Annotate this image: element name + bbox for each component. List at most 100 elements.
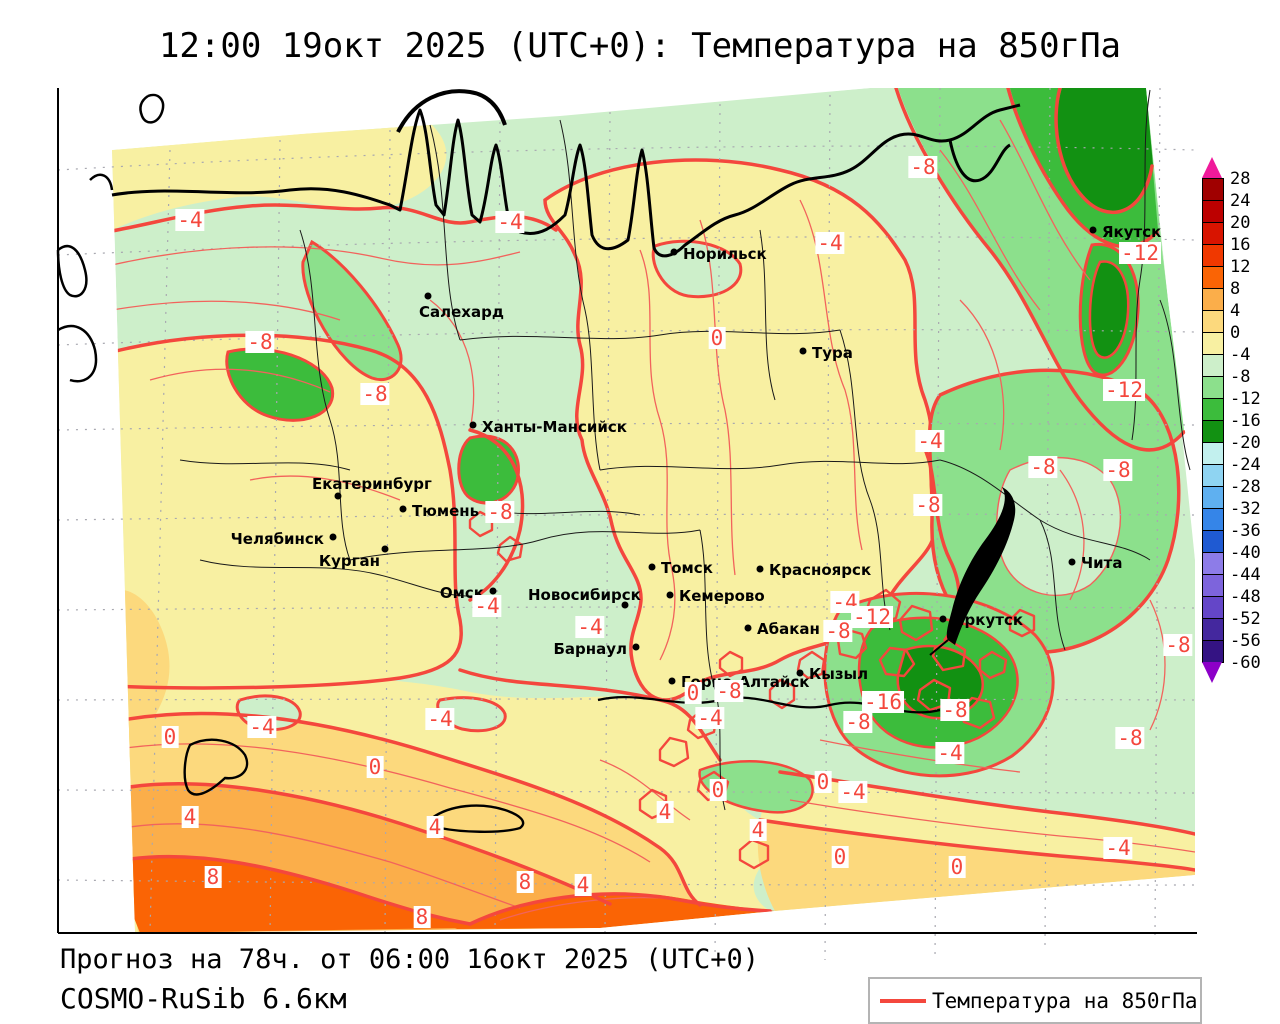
colorbar-tick-label: -28: [1230, 477, 1261, 497]
forecast-info-line: Прогноз на 78ч. от 06:00 16окт 2025 (UTC…: [60, 944, 759, 975]
colorbar-segment: [1203, 465, 1223, 487]
colorbar-segment: [1203, 553, 1223, 575]
contour-value-label: -8: [1103, 458, 1133, 482]
contour-value-label: -8: [913, 493, 943, 517]
city-dot: [668, 677, 676, 685]
legend-box: Температура на 850гПа: [868, 977, 1202, 1024]
city-marker: Тура: [799, 344, 853, 362]
colorbar-segment: [1203, 377, 1223, 399]
colorbar-segment: [1203, 641, 1223, 662]
city-marker: Красноярск: [756, 561, 871, 579]
contour-value-label: -12: [851, 605, 893, 629]
colorbar-tick-label: -44: [1230, 565, 1261, 585]
contour-value-label: -12: [1119, 241, 1161, 265]
contour-value-label: -4: [247, 715, 277, 739]
contour-value-label: -8: [1163, 633, 1193, 657]
contour-value-label: 4: [574, 873, 592, 897]
colorbar-tick-label: 8: [1230, 279, 1241, 299]
city-label: Томск: [661, 559, 713, 577]
city-dot: [648, 563, 656, 571]
colorbar-tick-label: 4: [1230, 301, 1241, 321]
city-label: Челябинск: [231, 530, 324, 548]
contour-value-label: 4: [749, 818, 767, 842]
colorbar-segment: [1203, 619, 1223, 641]
colorbar-tick-label: -36: [1230, 521, 1261, 541]
contour-value-label: 8: [413, 905, 431, 929]
contour-value-label: -8: [823, 619, 853, 643]
field-lgreen-nw-streak: [301, 239, 403, 381]
contour-value-label: 0: [948, 855, 966, 879]
city-label: Барнаул: [553, 640, 627, 658]
colorbar-arrow-bottom: [1202, 662, 1222, 683]
city-label: Горно-Алтайск: [681, 673, 810, 691]
city-dot: [381, 545, 389, 553]
city-label: Екатеринбург: [312, 475, 432, 493]
contour-value-label: -8: [843, 710, 873, 734]
colorbar-segment: [1203, 421, 1223, 443]
legend-label: Температура на 850гПа: [932, 988, 1198, 1013]
contour-value-label: -8: [714, 679, 744, 703]
city-label: Норильск: [683, 245, 767, 263]
contour-value-label: 4: [426, 815, 444, 839]
contour-value-label: -8: [908, 155, 938, 179]
colorbar-segment: [1203, 179, 1223, 201]
city-marker: Тюмень: [399, 502, 479, 520]
city-marker: Екатеринбург: [312, 475, 432, 500]
city-label: Кемерово: [679, 587, 765, 605]
temperature-fill-layer: [112, 88, 1195, 933]
city-marker: Курган: [319, 545, 389, 570]
field-yellow-central: [543, 158, 938, 702]
colorbar-segment: [1203, 355, 1223, 377]
contour-value-label: -4: [472, 594, 502, 618]
map-frame: [57, 88, 1197, 934]
contour-value-label: -8: [1115, 726, 1145, 750]
contour-value-label: -4: [1103, 836, 1133, 860]
city-marker: Ханты-Мансийск: [469, 418, 627, 436]
contour-value-label: 0: [814, 770, 832, 794]
page-title: 12:00 19окт 2025 (UTC+0): Температура на…: [158, 26, 1122, 66]
colorbar-tick-label: -24: [1230, 455, 1261, 475]
city-dot: [329, 533, 337, 541]
contour-value-label: -4: [495, 210, 525, 234]
thin-contour-lines: [112, 119, 1195, 921]
legend-line-sample: [880, 998, 926, 1003]
city-label: Тура: [812, 344, 853, 362]
lake-baikal-outlet: [929, 639, 949, 656]
model-info-line: COSMO-RuSib 6.6км: [60, 982, 347, 1015]
colorbar-tick-label: 20: [1230, 213, 1251, 233]
contour-value-label: -16: [862, 690, 904, 714]
city-label: Якутск: [1102, 223, 1161, 241]
city-marker: Горно-Алтайск: [668, 673, 810, 691]
city-label: Красноярск: [769, 561, 871, 579]
colorbar-tick-label: -16: [1230, 411, 1261, 431]
city-label: Иркутск: [952, 611, 1023, 629]
contour-value-label: 8: [204, 865, 222, 889]
city-marker: Якутск: [1089, 223, 1161, 241]
colorbar-segment: [1203, 311, 1223, 333]
arctic-coastline: [56, 89, 1021, 383]
city-marker: Чита: [1068, 554, 1122, 572]
colorbar-tick-label: -8: [1230, 367, 1251, 387]
city-marker: Челябинск: [231, 530, 337, 548]
city-dot: [424, 292, 432, 300]
colorbar-segment: [1203, 531, 1223, 553]
field-gold-se: [757, 820, 1195, 911]
city-marker: Норильск: [670, 245, 767, 263]
city-label: Чита: [1081, 554, 1122, 572]
colorbar-segment: [1203, 333, 1223, 355]
colorbar-tick-label: 12: [1230, 257, 1251, 277]
city-marker: Новосибирск: [528, 586, 641, 609]
colorbar-tick-label: 16: [1230, 235, 1251, 255]
colorbar-tick-label: -32: [1230, 499, 1261, 519]
city-dot: [621, 601, 629, 609]
contour-value-label: 4: [181, 805, 199, 829]
colorbar-segment: [1203, 509, 1223, 531]
contour-value-label: 0: [161, 725, 179, 749]
city-label: Кызыл: [809, 665, 868, 683]
colorbar-tick-label: 24: [1230, 191, 1251, 211]
colorbar-arrow-top: [1202, 157, 1222, 178]
colorbar-tick-label: -60: [1230, 653, 1261, 673]
contour-value-label: 0: [708, 326, 726, 350]
city-marker: Кемерово: [666, 587, 765, 605]
